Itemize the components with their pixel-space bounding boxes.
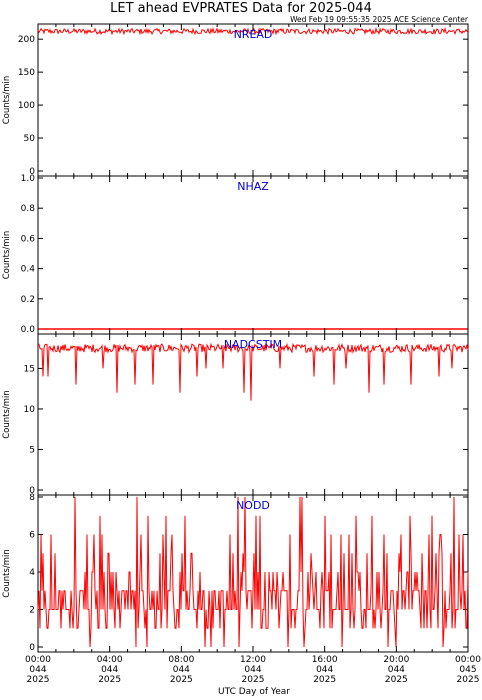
x-axis-label: UTC Day of Year — [218, 687, 290, 697]
y-axis-label: Counts/min — [2, 390, 12, 439]
panel-nhaz: 0.0 0.2 0.4 0.6 0.8 1.0 Counts/min NHAZ — [2, 174, 469, 335]
y-axis-label: Counts/min — [2, 76, 12, 125]
y-tick-label: 200 — [18, 35, 35, 45]
panel-label: NREAD — [234, 28, 273, 41]
series-nadcstim — [37, 342, 469, 401]
panel-label: NODD — [236, 499, 270, 512]
y-tick-label: 150 — [18, 68, 35, 78]
panel-label: NADCSTIM — [224, 338, 282, 351]
x-tick-day: 044 — [388, 665, 405, 675]
y-tick-label: 0 — [29, 486, 35, 496]
panel-frame — [37, 23, 469, 177]
panel-nadcstim: 0 5 10 15 Counts/min NADCSTIM — [2, 333, 469, 496]
series-nodd — [37, 496, 469, 648]
y-tick-label: 0.8 — [21, 204, 36, 214]
x-tick-year: 2025 — [242, 675, 265, 685]
x-tick-time: 04:00 — [97, 655, 123, 665]
panels: 050100150200Counts/minNREAD0.00.20.40.60… — [2, 23, 469, 653]
x-tick-time: 00:00 — [25, 655, 51, 665]
x-tick-day: 044 — [173, 665, 190, 675]
x-tick-time: 00:00 — [455, 655, 481, 665]
y-axis-label: Counts/min — [2, 231, 12, 280]
y-tick-label: 0.0 — [21, 325, 36, 335]
y-tick-label: 8 — [29, 493, 35, 503]
x-axis: 00:00044202504:00044202508:00044202512:0… — [25, 655, 481, 685]
x-tick-time: 08:00 — [168, 655, 194, 665]
panel-nodd: 0 2 4 6 8 Counts/min NODD — [2, 493, 469, 653]
panel-nread: 0 50 100 150 200 Counts/min NREAD — [2, 23, 469, 177]
x-tick-year: 2025 — [27, 675, 50, 685]
x-tick-time: 20:00 — [383, 655, 409, 665]
y-tick-label: 0.6 — [21, 234, 36, 244]
x-tick-day: 044 — [316, 665, 333, 675]
x-tick-day: 044 — [244, 665, 261, 675]
x-tick-day: 044 — [29, 665, 46, 675]
chart-title: LET ahead EVPRATES Data for 2025-044 — [110, 1, 372, 16]
y-tick-label: 0 — [29, 643, 35, 653]
x-tick-time: 12:00 — [240, 655, 266, 665]
x-tick-year: 2025 — [457, 675, 480, 685]
y-tick-label: 10 — [24, 405, 36, 415]
timestamp: Wed Feb 19 09:55:35 2025 ACE Science Cen… — [290, 15, 469, 24]
y-tick-label: 2 — [29, 606, 35, 616]
y-tick-label: 0.4 — [21, 265, 36, 275]
y-tick-label: 15 — [24, 364, 35, 374]
y-tick-label: 1.0 — [21, 174, 36, 184]
y-tick-label: 50 — [24, 134, 36, 144]
y-tick-label: 6 — [29, 531, 35, 541]
x-tick-year: 2025 — [313, 675, 336, 685]
x-tick-year: 2025 — [385, 675, 408, 685]
panel-frame — [37, 175, 469, 335]
panel-label: NHAZ — [237, 180, 269, 193]
y-tick-label: 4 — [29, 568, 35, 578]
y-tick-label: 5 — [29, 445, 35, 455]
x-tick-time: 16:00 — [312, 655, 338, 665]
x-tick-day: 045 — [459, 665, 476, 675]
y-tick-label: 0 — [29, 167, 35, 177]
x-tick-day: 044 — [101, 665, 118, 675]
y-tick-label: 0.2 — [21, 295, 35, 305]
y-tick-label: 100 — [18, 101, 35, 111]
x-tick-year: 2025 — [98, 675, 121, 685]
y-axis-label: Counts/min — [2, 549, 12, 598]
x-tick-year: 2025 — [170, 675, 193, 685]
